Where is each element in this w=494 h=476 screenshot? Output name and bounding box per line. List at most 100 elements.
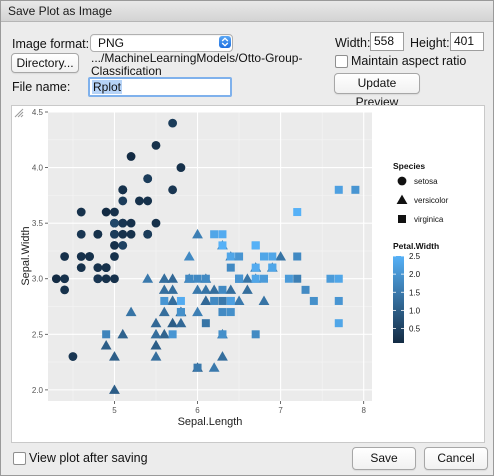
colorbar-tick-label: 1.0: [409, 306, 421, 315]
versicolor-point: [241, 284, 253, 294]
virginica-point: [226, 263, 235, 272]
setosa-point: [151, 140, 161, 150]
directory-path: .../MachineLearningModels/Otto-Group- Cl…: [91, 52, 311, 78]
versicolor-point: [158, 328, 170, 339]
virginica-point: [284, 274, 293, 283]
virginica-point: [293, 274, 302, 283]
versicolor-point: [167, 284, 179, 294]
virginica-point: [210, 296, 219, 305]
versicolor-point: [109, 384, 120, 394]
virginica-point: [218, 308, 227, 317]
colorbar-ticks: 2.5 2.0 1.5 1.0 0.5: [393, 252, 421, 334]
x-tick-label: 6: [195, 406, 200, 415]
versicolor-point: [200, 295, 212, 306]
save-button-label: Save: [370, 451, 398, 465]
virginica-point: [334, 319, 343, 328]
virginica-point: [218, 296, 227, 305]
y-axis-title: Sepal.Width: [20, 226, 32, 285]
legend-species: setosa versicolor virginica: [396, 176, 449, 224]
setosa-point: [118, 218, 128, 228]
versicolor-point: [241, 273, 253, 283]
resize-grip-icon[interactable]: [12, 106, 24, 118]
image-format-label: Image format:: [12, 37, 90, 51]
setosa-point: [110, 252, 119, 261]
setosa-point: [76, 207, 86, 217]
virginica-point: [251, 241, 260, 250]
virginica-point: [293, 208, 302, 217]
virginica-point: [218, 285, 227, 294]
save-button[interactable]: Save: [352, 447, 416, 470]
setosa-point: [118, 229, 128, 239]
directory-button[interactable]: Directory...: [11, 53, 79, 73]
virginica-point: [260, 252, 268, 261]
virginica-point: [251, 274, 260, 283]
virginica-point: [176, 308, 185, 317]
x-tick-label: 7: [278, 406, 283, 415]
y-tick-label: 4.0: [32, 164, 44, 173]
directory-path-line2: Classification: [91, 64, 162, 78]
virginica-point: [293, 252, 302, 261]
virginica-point: [193, 363, 202, 372]
image-format-select[interactable]: PNG: [90, 34, 233, 52]
versicolor-point: [167, 295, 179, 306]
setosa-point: [60, 285, 70, 295]
setosa-point: [134, 196, 144, 206]
virginica-point: [334, 185, 343, 194]
versicolor-point: [150, 328, 162, 339]
virginica-point: [185, 274, 194, 283]
versicolor-point: [150, 317, 162, 328]
versicolor-point: [192, 306, 203, 317]
versicolor-point: [125, 306, 137, 317]
setosa-point: [110, 240, 119, 250]
virginica-point: [235, 274, 244, 283]
versicolor-point: [117, 328, 129, 339]
y-tick-label: 2.0: [32, 386, 44, 395]
legend-versicolor-label: versicolor: [414, 196, 449, 205]
title-bar[interactable]: Save Plot as Image: [1, 1, 493, 22]
versicolor-point: [109, 351, 120, 361]
legend-petal-width-title: Petal.Width: [393, 241, 439, 251]
setosa-point: [118, 185, 128, 195]
setosa-point: [110, 218, 119, 228]
width-input[interactable]: 558: [370, 32, 404, 51]
versicolor-point: [183, 251, 195, 261]
versicolor-point: [208, 284, 220, 294]
view-after-saving-checkbox[interactable]: [13, 452, 26, 465]
setosa-point: [126, 218, 136, 228]
setosa-point: [76, 263, 86, 273]
x-axis-title: Sepal.Length: [178, 416, 243, 428]
versicolor-point: [192, 284, 203, 294]
versicolor-point: [175, 317, 187, 328]
setosa-point: [101, 207, 111, 217]
setosa-point: [143, 196, 153, 206]
virginica-point: [326, 274, 335, 283]
maintain-aspect-checkbox[interactable]: [335, 55, 348, 68]
update-preview-button[interactable]: Update Preview: [334, 73, 420, 109]
axis-ticks: 5 6 7 8 2.0 2.5 3.0 3.5 4.0 4.5: [32, 108, 367, 415]
setosa-point: [118, 240, 128, 250]
setosa-point: [126, 152, 136, 161]
y-tick-label: 3.5: [32, 219, 44, 228]
cancel-button[interactable]: Cancel: [424, 447, 488, 470]
legend-species-title: Species: [393, 161, 425, 171]
colorbar-tick-label: 1.5: [409, 288, 421, 297]
versicolor-point: [208, 362, 220, 372]
virginica-point: [218, 241, 227, 250]
setosa-point: [143, 174, 153, 184]
setosa-point: [60, 252, 70, 261]
x-tick-label: 8: [361, 406, 366, 415]
data-points: [51, 118, 360, 394]
setosa-point: [143, 229, 153, 239]
colorbar: [393, 256, 404, 343]
file-name-input[interactable]: Rplot: [88, 77, 232, 97]
setosa-point: [168, 185, 178, 195]
image-format-value: PNG: [98, 36, 125, 50]
versicolor-point: [192, 228, 203, 239]
setosa-point: [126, 229, 136, 239]
virginica-point: [201, 274, 210, 283]
setosa-point: [60, 274, 70, 284]
file-name-value: Rplot: [92, 80, 123, 94]
view-after-saving-label: View plot after saving: [29, 451, 148, 465]
setosa-point: [176, 163, 186, 172]
height-input[interactable]: 401: [450, 32, 484, 51]
